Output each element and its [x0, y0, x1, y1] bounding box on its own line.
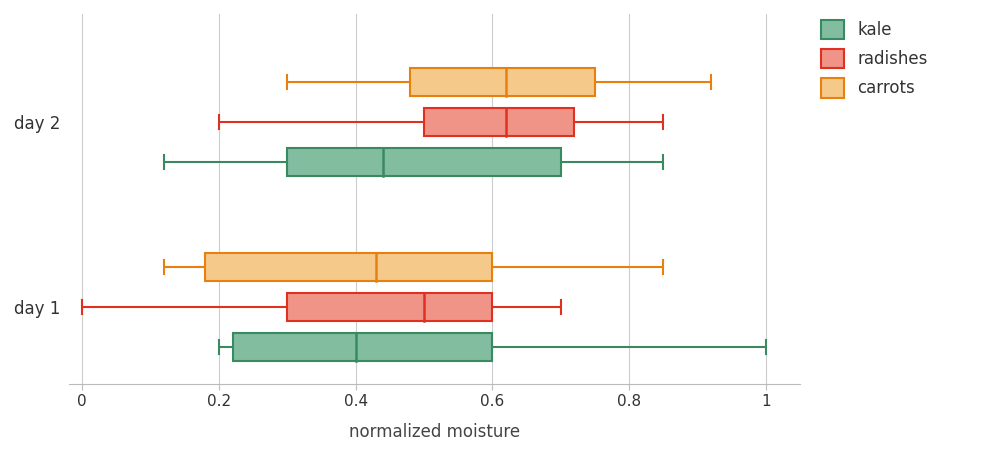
- Bar: [287, 293, 492, 321]
- X-axis label: normalized moisture: normalized moisture: [349, 423, 520, 441]
- Legend: kale, radishes, carrots: kale, radishes, carrots: [816, 15, 933, 102]
- Bar: [233, 333, 492, 361]
- Bar: [410, 68, 595, 96]
- Bar: [205, 253, 492, 281]
- Bar: [424, 108, 574, 136]
- Bar: [287, 148, 561, 176]
